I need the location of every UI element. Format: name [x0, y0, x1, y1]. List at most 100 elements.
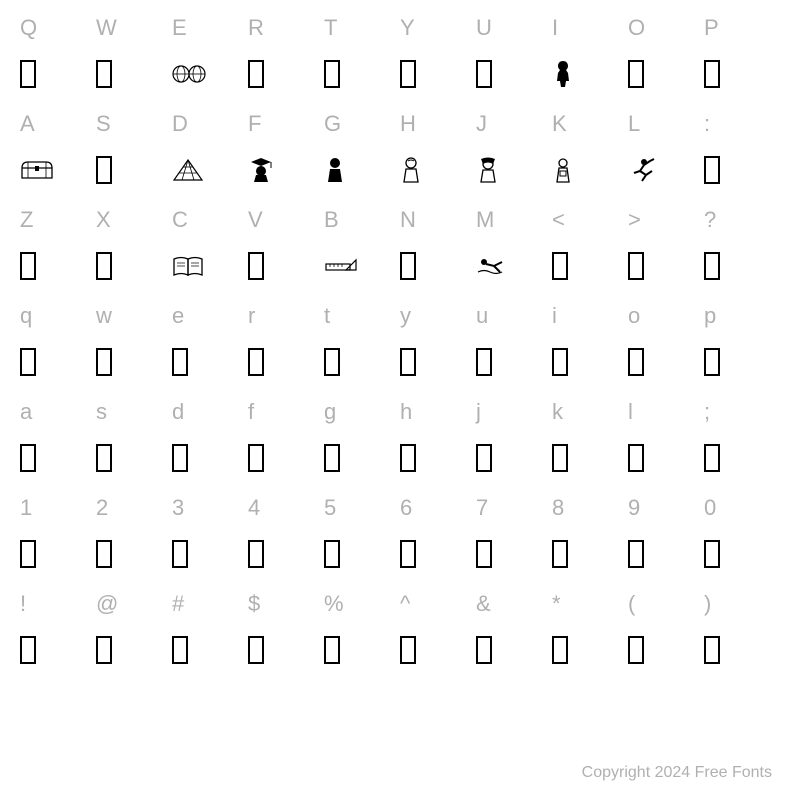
char-cell: j: [476, 392, 552, 488]
placeholder-glyph: [704, 536, 720, 572]
empty-glyph-box: [324, 60, 340, 88]
placeholder-glyph: [704, 56, 720, 92]
char-cell: A: [20, 104, 96, 200]
placeholder-glyph: [400, 56, 416, 92]
empty-glyph-box: [20, 540, 36, 568]
empty-glyph-box: [400, 636, 416, 664]
char-cell: Y: [400, 8, 476, 104]
empty-glyph-box: [476, 636, 492, 664]
char-cell: 1: [20, 488, 96, 584]
char-cell: 8: [552, 488, 628, 584]
char-label: >: [628, 206, 641, 234]
char-cell: u: [476, 296, 552, 392]
char-label: 3: [172, 494, 184, 522]
char-cell: *: [552, 584, 628, 680]
placeholder-glyph: [552, 536, 568, 572]
placeholder-glyph: [324, 56, 340, 92]
empty-glyph-box: [324, 636, 340, 664]
person-h-icon: [400, 152, 422, 188]
char-cell: d: [172, 392, 248, 488]
char-label: E: [172, 14, 187, 42]
char-cell: w: [96, 296, 172, 392]
placeholder-glyph: [96, 344, 112, 380]
char-cell: P: [704, 8, 780, 104]
char-cell: o: [628, 296, 704, 392]
empty-glyph-box: [552, 540, 568, 568]
placeholder-glyph: [704, 440, 720, 476]
placeholder-glyph: [96, 152, 112, 188]
empty-glyph-box: [20, 444, 36, 472]
placeholder-glyph: [324, 440, 340, 476]
placeholder-glyph: [96, 536, 112, 572]
char-cell: &: [476, 584, 552, 680]
char-cell: ^: [400, 584, 476, 680]
placeholder-glyph: [20, 344, 36, 380]
char-label: F: [248, 110, 261, 138]
char-label: D: [172, 110, 188, 138]
char-cell: V: [248, 200, 324, 296]
empty-glyph-box: [400, 252, 416, 280]
placeholder-glyph: [96, 248, 112, 284]
char-cell: $: [248, 584, 324, 680]
char-label: !: [20, 590, 26, 618]
char-cell: t: [324, 296, 400, 392]
char-label: j: [476, 398, 481, 426]
char-label: <: [552, 206, 565, 234]
placeholder-glyph: [96, 56, 112, 92]
char-label: C: [172, 206, 188, 234]
empty-glyph-box: [96, 60, 112, 88]
empty-glyph-box: [476, 60, 492, 88]
char-cell: C: [172, 200, 248, 296]
placeholder-glyph: [400, 440, 416, 476]
char-cell: s: [96, 392, 172, 488]
empty-glyph-box: [96, 540, 112, 568]
char-label: a: [20, 398, 32, 426]
char-cell: p: [704, 296, 780, 392]
empty-glyph-box: [96, 636, 112, 664]
person-j-icon: [476, 152, 500, 188]
char-cell: ): [704, 584, 780, 680]
char-label: Z: [20, 206, 33, 234]
char-label: S: [96, 110, 111, 138]
globes-icon: [172, 56, 206, 92]
treasure-chest-icon: [20, 152, 54, 188]
char-label: R: [248, 14, 264, 42]
empty-glyph-box: [552, 348, 568, 376]
placeholder-glyph: [400, 632, 416, 668]
placeholder-glyph: [248, 632, 264, 668]
placeholder-glyph: [704, 152, 720, 188]
char-cell: E: [172, 8, 248, 104]
char-cell: F: [248, 104, 324, 200]
placeholder-glyph: [552, 248, 568, 284]
placeholder-glyph: [20, 248, 36, 284]
char-label: L: [628, 110, 640, 138]
char-cell: f: [248, 392, 324, 488]
placeholder-glyph: [704, 248, 720, 284]
char-label: O: [628, 14, 645, 42]
char-label: o: [628, 302, 640, 330]
empty-glyph-box: [704, 636, 720, 664]
placeholder-glyph: [476, 344, 492, 380]
placeholder-glyph: [324, 632, 340, 668]
char-label: f: [248, 398, 254, 426]
placeholder-glyph: [172, 632, 188, 668]
placeholder-glyph: [248, 56, 264, 92]
placeholder-glyph: [628, 536, 644, 572]
char-label: u: [476, 302, 488, 330]
placeholder-glyph: [172, 344, 188, 380]
char-label: W: [96, 14, 117, 42]
empty-glyph-box: [628, 348, 644, 376]
empty-glyph-box: [96, 156, 112, 184]
char-cell: :: [704, 104, 780, 200]
char-cell: L: [628, 104, 704, 200]
placeholder-glyph: [552, 344, 568, 380]
char-label: T: [324, 14, 337, 42]
char-cell: I: [552, 8, 628, 104]
empty-glyph-box: [248, 252, 264, 280]
char-label: M: [476, 206, 494, 234]
char-cell: k: [552, 392, 628, 488]
pyramid-icon: [172, 152, 204, 188]
char-label: U: [476, 14, 492, 42]
empty-glyph-box: [172, 348, 188, 376]
char-cell: J: [476, 104, 552, 200]
